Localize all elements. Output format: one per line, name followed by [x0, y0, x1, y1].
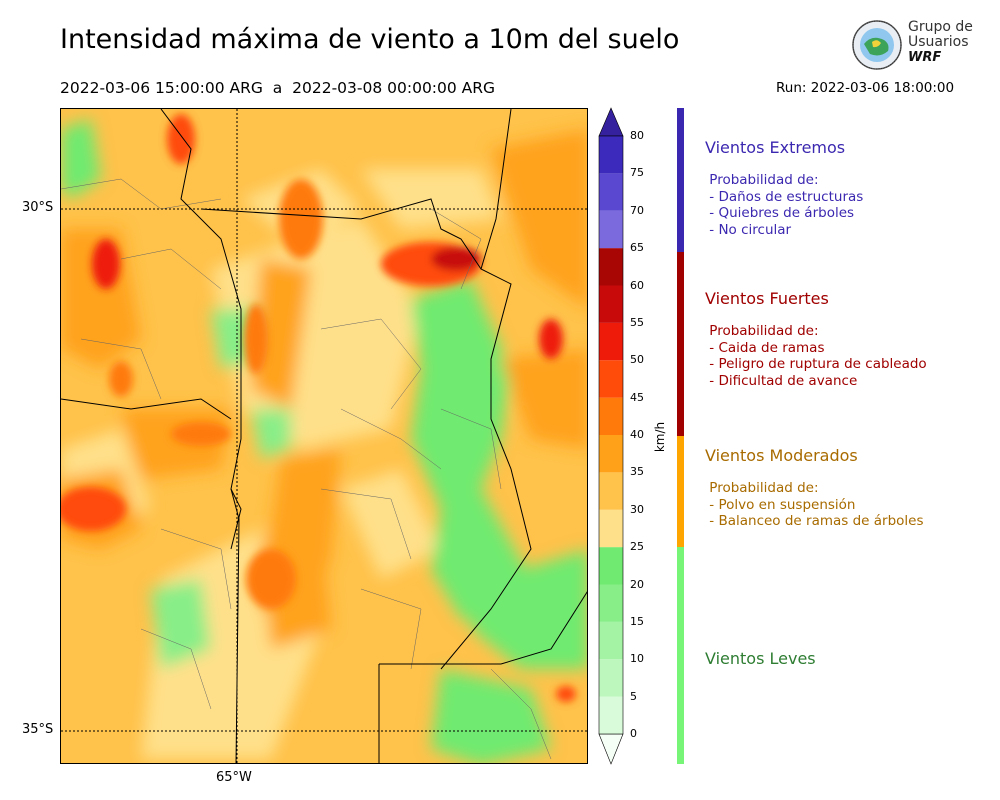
category-title-leves: Vientos Leves: [705, 649, 816, 668]
colorbar-tick-label: 0: [630, 727, 637, 740]
lat-label-35s: 35°S: [22, 722, 54, 737]
logo-line-2: Usuarios: [908, 34, 969, 50]
colorbar-unit: km/h: [653, 421, 667, 453]
logo-line-3: WRF: [908, 50, 942, 65]
colorbar-tick-label: 15: [630, 614, 644, 628]
colorbar-tick-label: 70: [630, 203, 644, 217]
category-bar-leves: [677, 547, 684, 764]
colorbar-extend-high: [598, 107, 624, 137]
category-bar-fuertes: [677, 252, 684, 436]
lon-label-65w: 65°W: [216, 770, 252, 785]
colorbar-segment: [599, 621, 623, 660]
colorbar-tick-label: 55: [630, 315, 644, 329]
logo-line-1: Grupo de: [908, 19, 973, 35]
colorbar-tick-label: 65: [630, 241, 644, 255]
colorbar: [596, 106, 626, 768]
colorbar-segment: [599, 584, 623, 622]
colorbar-segment: [599, 285, 623, 323]
colorbar-extend-low: [598, 733, 624, 765]
colorbar-segment: [599, 248, 623, 286]
colorbar-svg: [598, 107, 624, 765]
colorbar-segment: [599, 472, 623, 510]
wrf-logo-icon: [850, 18, 904, 72]
colorbar-tick-label: 5: [630, 689, 637, 703]
wind-map: [60, 108, 588, 764]
wrf-logo-text: Grupo de Usuarios WRF: [908, 19, 973, 66]
colorbar-frame: [598, 135, 624, 735]
colorbar-tick-label: 25: [630, 540, 644, 554]
colorbar-tick-label: 35: [630, 465, 644, 479]
category-text-moderados: Probabilidad de: - Polvo en suspensión -…: [709, 480, 924, 529]
colorbar-tick-label: 50: [630, 353, 644, 367]
category-bar-moderados: [677, 436, 684, 547]
category-title-fuertes: Vientos Fuertes: [705, 289, 829, 308]
colorbar-segment: [599, 659, 623, 697]
colorbar-segment: [599, 136, 623, 174]
colorbar-segment: [599, 547, 623, 585]
colorbar-tick-label: 30: [630, 502, 644, 516]
category-text-fuertes: Probabilidad de: - Caida de ramas - Peli…: [709, 323, 927, 389]
category-title-extremos: Vientos Extremos: [705, 138, 846, 157]
colorbar-ticks: 0 5 10 15 20 25 30 35 40 45 50 55 60 65 70 75 80: [630, 106, 660, 768]
colorbar-segment: [599, 360, 623, 398]
colorbar-segment: [599, 435, 623, 473]
map-title: Intensidad máxima de viento a 10m del su…: [60, 24, 680, 55]
colorbar-segment: [599, 173, 623, 211]
colorbar-segment: [599, 210, 623, 249]
category-text-extremos: Probabilidad de: - Daños de estructuras …: [709, 172, 864, 238]
colorbar-segment: [599, 322, 623, 361]
colorbar-tick-label: 20: [630, 577, 644, 591]
colorbar-tick-label: 75: [630, 166, 644, 180]
colorbar-segment: [599, 696, 623, 734]
wind-map-svg: [61, 109, 587, 763]
category-bar-extremos: [677, 108, 684, 252]
colorbar-segment: [599, 397, 623, 435]
category-title-moderados: Vientos Moderados: [705, 446, 858, 465]
colorbar-tick-label: 40: [630, 428, 644, 441]
colorbar-tick-label: 80: [630, 129, 644, 142]
colorbar-tick-label: 10: [630, 652, 644, 666]
colorbar-tick-label: 45: [630, 390, 644, 404]
lat-label-30s: 30°S: [22, 200, 54, 215]
run-time: Run: 2022-03-06 18:00:00: [776, 80, 955, 96]
forecast-period: 2022-03-06 15:00:00 ARG a 2022-03-08 00:…: [60, 79, 496, 97]
colorbar-segment: [599, 509, 623, 548]
colorbar-tick-label: 60: [630, 278, 644, 292]
